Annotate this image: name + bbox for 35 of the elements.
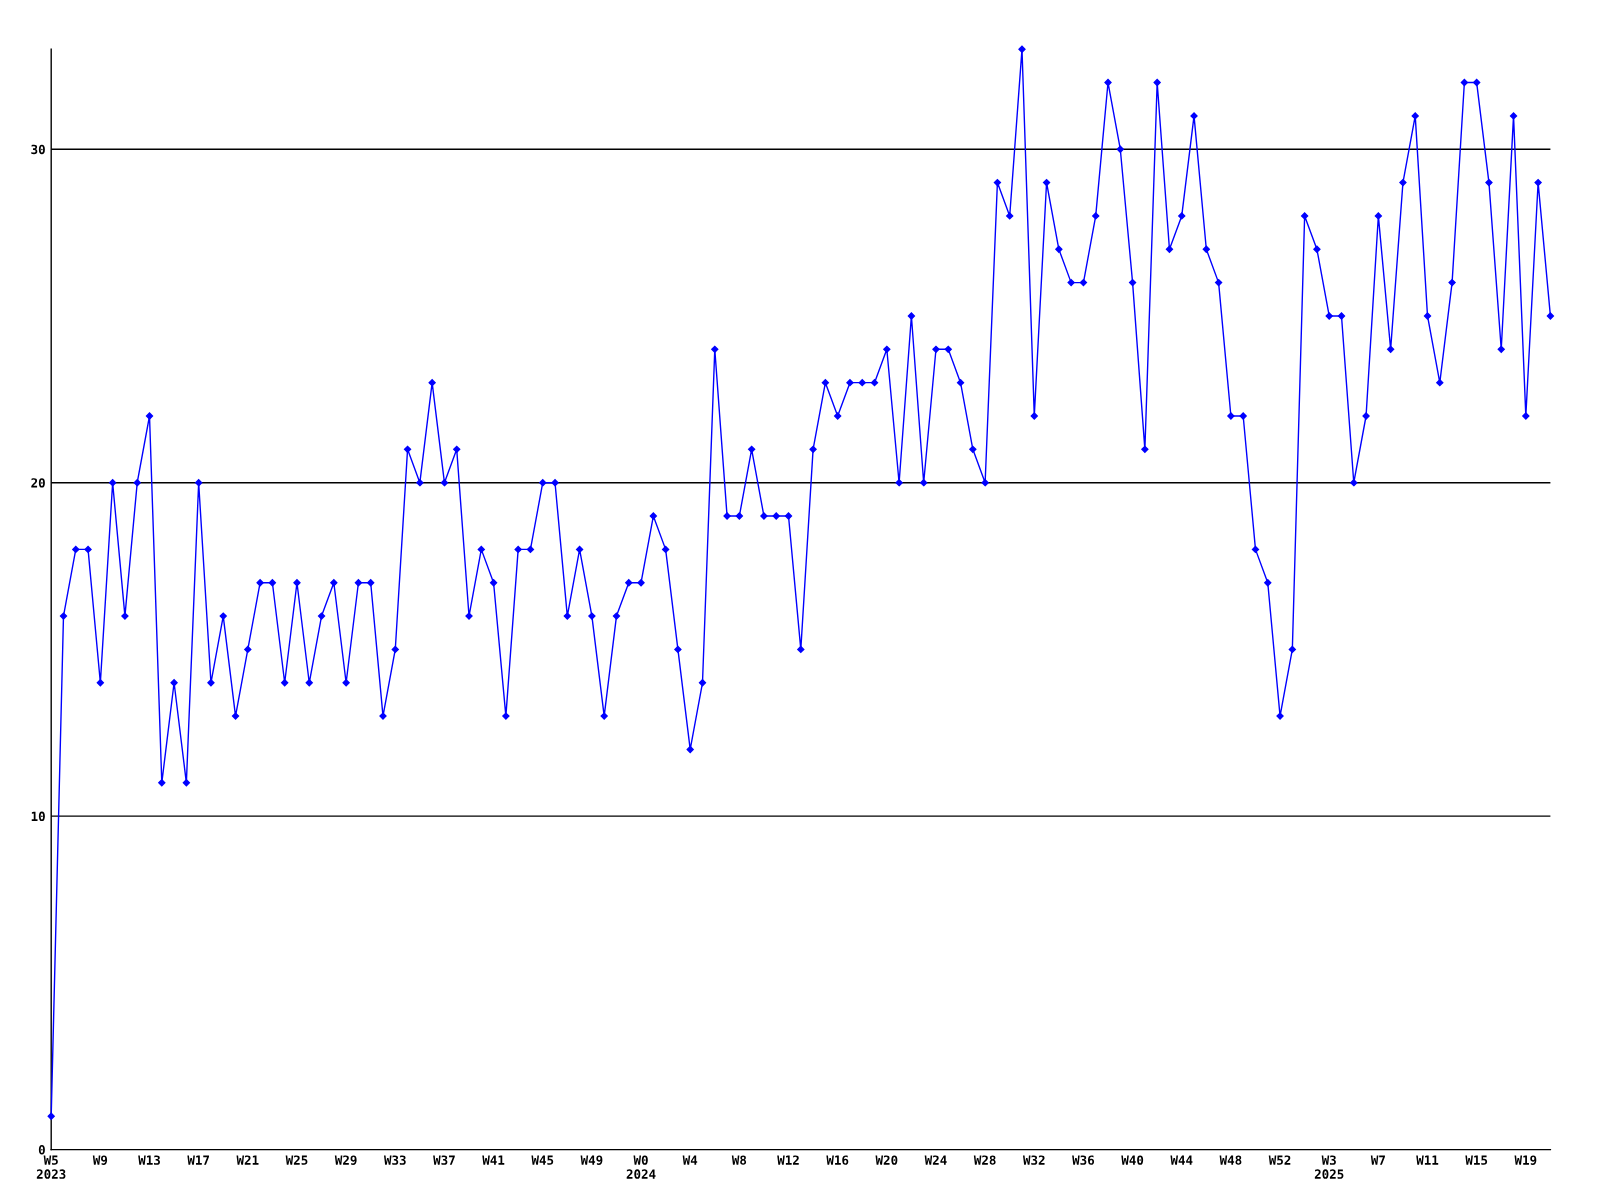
x-tick-label: W9 [92,1155,108,1165]
x-tick-label: W5 2023 [36,1155,66,1179]
x-tick-label: W20 [875,1155,898,1165]
x-tick-label: W8 [731,1155,747,1165]
x-tick-label: W16 [826,1155,849,1165]
x-tick-label: W52 [1268,1155,1291,1165]
y-tick-label: 0 [38,1145,45,1155]
x-tick-label: W33 [383,1155,406,1165]
y-tick-label: 30 [31,144,45,155]
x-tick-label: W45 [531,1155,554,1165]
x-tick-label: W13 [138,1155,160,1165]
x-tick-label: W11 [1416,1155,1439,1165]
x-tick-label: W24 [924,1155,947,1165]
x-tick-label: W32 [1022,1155,1045,1165]
x-tick-label: W7 [1370,1155,1385,1165]
x-tick-label: W41 [482,1155,505,1165]
x-tick-label: W3 2025 [1314,1155,1344,1179]
x-tick-label: W37 [433,1155,455,1165]
x-tick-label: W48 [1219,1155,1242,1165]
x-tick-label: W4 [682,1155,698,1165]
x-tick-label: W36 [1072,1155,1095,1165]
x-tick-label: W17 [187,1155,210,1165]
y-tick-label: 10 [31,811,45,822]
x-tick-label: W25 [285,1155,308,1165]
x-tick-label: W40 [1121,1155,1144,1165]
x-tick-label: W12 [777,1155,799,1165]
x-tick-label: W19 [1514,1155,1537,1165]
x-tick-label: W15 [1465,1155,1488,1165]
x-tick-label: W0 2024 [626,1155,656,1179]
y-tick-label: 20 [31,478,45,488]
x-tick-label: W28 [973,1155,996,1165]
x-tick-label: W44 [1170,1155,1193,1165]
x-tick-label: W49 [580,1155,603,1165]
x-tick-label: W29 [334,1155,357,1165]
x-tick-label: W21 [236,1155,259,1165]
